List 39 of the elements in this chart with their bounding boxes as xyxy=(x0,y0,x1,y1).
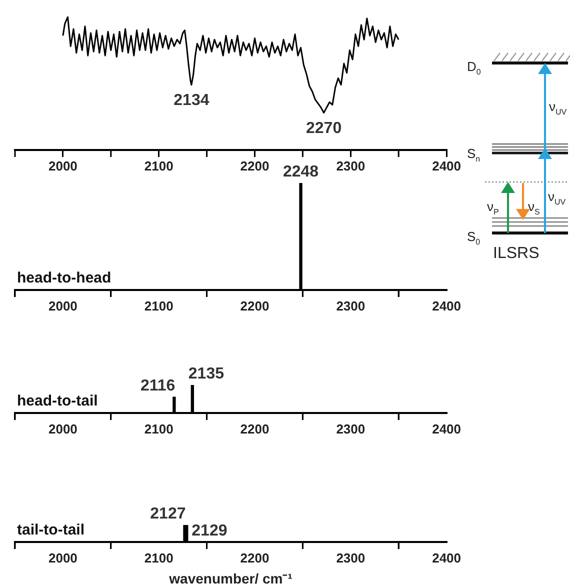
text: ν$_{UV}$ xyxy=(548,189,566,207)
text: ν$_{S}$ xyxy=(528,199,540,217)
text: head-to-tail xyxy=(17,392,98,410)
annotation: 2129 xyxy=(192,522,228,540)
text: head-to-head xyxy=(17,270,112,287)
annotation: 2116 xyxy=(140,377,176,394)
x-axis-title: wavenumber/ cm⁻¹ xyxy=(168,570,293,586)
x-tick-label: 2000 xyxy=(48,421,78,436)
annotation: 2135 xyxy=(188,365,224,382)
x-tick-label: 2200 xyxy=(240,298,270,314)
text: ν$_{P}$ xyxy=(487,199,499,217)
x-tick-label: 2400 xyxy=(432,158,461,174)
text: ν$_{UV}$ xyxy=(549,99,567,117)
x-tick-label: 2100 xyxy=(144,298,174,314)
annotation: 2127 xyxy=(150,505,186,522)
text: D$_{0}$ xyxy=(467,59,481,77)
x-tick-label: 2400 xyxy=(432,298,461,314)
x-tick-label: 2300 xyxy=(336,298,366,314)
annotation: 2134 xyxy=(174,92,210,110)
x-tick-label: 2300 xyxy=(336,158,366,174)
x-tick-label: 2100 xyxy=(144,550,174,566)
x-tick-label: 2200 xyxy=(240,550,270,566)
x-tick-label: 2400 xyxy=(432,421,461,436)
chart-title: tail-to-tail xyxy=(17,522,84,539)
x-tick-label: 2200 xyxy=(240,158,270,174)
x-tick-label: 2000 xyxy=(48,298,78,314)
text: S$_{n}$ xyxy=(467,146,480,164)
x-tick-label: 2300 xyxy=(336,421,366,436)
x-tick-label: 2000 xyxy=(48,158,78,174)
text: ILSRS xyxy=(493,245,540,262)
annotation: 2248 xyxy=(282,163,319,180)
x-tick-label: 2100 xyxy=(144,158,174,174)
x-tick-label: 2300 xyxy=(336,550,366,566)
text: S$_{0}$ xyxy=(467,229,480,247)
annotation: 2270 xyxy=(306,120,342,138)
x-tick-label: 2000 xyxy=(48,550,78,566)
x-tick-label: 2400 xyxy=(432,550,461,566)
x-tick-label: 2200 xyxy=(240,421,270,436)
x-tick-label: 2100 xyxy=(144,421,174,436)
